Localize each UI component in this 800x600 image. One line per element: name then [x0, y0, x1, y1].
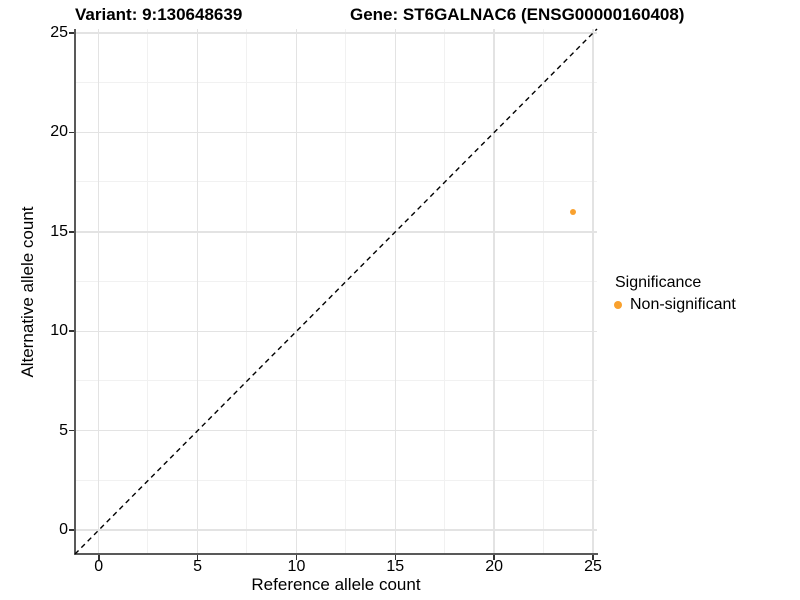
gridline-x-minor	[147, 29, 149, 554]
y-tick	[69, 429, 74, 432]
x-tick	[394, 555, 397, 560]
gridline-y-minor	[75, 81, 597, 83]
y-tick	[69, 231, 74, 233]
x-axis-line	[74, 553, 598, 555]
legend-title: Significance	[615, 274, 702, 291]
x-tick-label: 5	[193, 558, 203, 575]
gridline-y-major	[75, 131, 597, 134]
gridline-x-minor	[345, 29, 347, 554]
legend: Significance Non-significant	[614, 273, 736, 314]
gridline-x-major	[98, 29, 100, 554]
gridline-x-major	[493, 29, 495, 554]
y-tick-label: 25	[50, 23, 68, 41]
legend-point-icon	[614, 300, 622, 309]
y-tick	[69, 330, 74, 333]
gridline-x-major	[196, 29, 199, 554]
plot-title-variant: Variant: 9:130648639	[75, 5, 243, 24]
gridline-y-minor	[75, 280, 597, 282]
x-tick	[295, 555, 298, 560]
y-tick-label: 10	[50, 322, 68, 340]
gridline-y-major	[75, 529, 597, 531]
gridline-y-minor	[75, 181, 597, 183]
x-axis-title: Reference allele count	[251, 575, 421, 594]
gridline-x-minor	[246, 29, 248, 554]
gridline-x-major	[295, 29, 298, 554]
gridline-y-major	[75, 430, 597, 432]
y-axis-title: Alternative allele count	[18, 206, 37, 378]
y-tick-label: 15	[50, 222, 68, 240]
y-tick	[69, 131, 74, 134]
legend-item: Non-significant	[614, 295, 736, 314]
y-axis-line	[74, 29, 76, 555]
x-tick-label: 20	[485, 558, 504, 575]
plot-panel	[75, 29, 597, 554]
y-tick	[69, 529, 74, 531]
y-tick-label: 0	[59, 521, 68, 539]
gridline-y-major	[75, 330, 597, 332]
gridline-y-minor	[75, 479, 597, 481]
x-tick	[493, 555, 495, 560]
gridline-y-major	[75, 231, 597, 233]
y-tick-label: 5	[59, 421, 68, 439]
gridline-x-minor	[542, 29, 544, 554]
x-tick	[592, 555, 594, 560]
x-tick	[97, 555, 100, 560]
x-tick-label: 10	[287, 558, 306, 575]
x-tick-label: 15	[386, 558, 405, 575]
legend-item-label: Non-significant	[630, 296, 736, 313]
gridline-y-minor	[75, 380, 597, 382]
y-tick-label: 20	[50, 123, 68, 141]
gridline-x-major	[592, 29, 594, 554]
gridline-x-major	[394, 29, 396, 554]
gridline-y-major	[75, 32, 597, 34]
gridline-x-minor	[444, 29, 446, 554]
x-tick-label: 0	[94, 558, 104, 575]
x-tick-label: 25	[584, 558, 602, 575]
y-tick	[69, 32, 74, 34]
x-tick	[196, 555, 199, 560]
data-point	[570, 208, 577, 215]
plot-title-gene: Gene: ST6GALNAC6 (ENSG00000160408)	[350, 5, 685, 24]
